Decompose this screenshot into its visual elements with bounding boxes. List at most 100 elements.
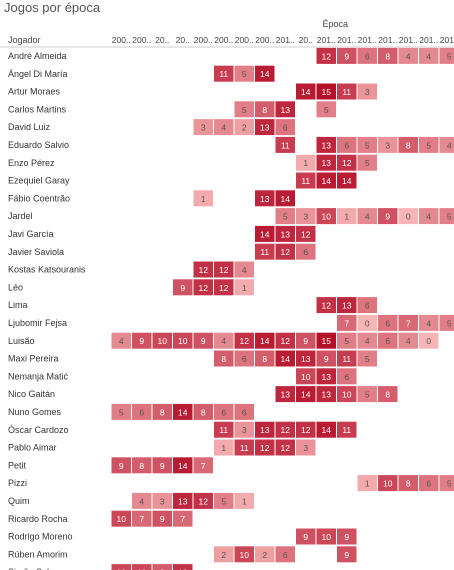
cell-value-label: 12 — [260, 443, 270, 453]
column-label: 20.. — [176, 35, 190, 45]
cell-value-label: 4 — [426, 212, 431, 222]
heatmap-cell — [275, 332, 295, 349]
column-label: 201.. — [337, 35, 356, 45]
cell-value-label: 1 — [242, 496, 247, 506]
column-label: 201.. — [358, 35, 377, 45]
heatmap-cell — [337, 546, 357, 563]
cell-value-label: 6 — [139, 407, 144, 417]
heatmap-cell — [234, 439, 254, 456]
cell-value-label: 1 — [201, 194, 206, 204]
cell-value-label: 11 — [301, 176, 310, 186]
row-label: Fábio Coentrão — [8, 193, 70, 203]
heatmap-cell — [214, 492, 234, 509]
cell-value-label: 13 — [342, 301, 352, 311]
heatmap-cell — [337, 368, 357, 385]
heatmap-cell — [152, 510, 172, 527]
cell-value-label: 10 — [342, 390, 352, 400]
row-label: Pizzi — [8, 478, 27, 488]
heatmap-cell — [357, 350, 377, 367]
row-label: Eduardo Salvio — [8, 140, 69, 150]
cell-value-label: 9 — [344, 51, 349, 61]
heatmap-cell — [234, 332, 254, 349]
cell-value-label: 11 — [342, 87, 351, 97]
row-label: Rúben Amorim — [8, 549, 68, 559]
column-label: 201.. — [399, 35, 418, 45]
column-label: 20.. — [299, 35, 313, 45]
heatmap-cell — [152, 457, 172, 474]
heatmap-cell — [255, 243, 275, 260]
heatmap-cell — [234, 261, 254, 278]
row-label: André Almeida — [8, 51, 67, 61]
heatmap-cell — [419, 332, 439, 349]
cell-value-label: 5 — [365, 390, 370, 400]
cell-value-label: 8 — [221, 354, 226, 364]
heatmap-cell — [214, 119, 234, 136]
heatmap-cell — [316, 528, 336, 545]
heatmap-cell — [398, 475, 418, 492]
cell-value-label: 13 — [260, 194, 270, 204]
row-label: Léo — [8, 282, 23, 292]
column-label: 201.. — [378, 35, 397, 45]
row-label: Ricardo Rocha — [8, 514, 68, 524]
cell-value-label: 13 — [301, 354, 311, 364]
cell-value-label: 0 — [406, 212, 411, 222]
heatmap-cell — [357, 297, 377, 314]
heatmap-cell — [439, 208, 454, 225]
heatmap-cell — [439, 475, 454, 492]
row-label: Kostas Katsouranis — [8, 265, 86, 275]
cell-value-label: 7 — [139, 514, 144, 524]
cell-value-label: 4 — [221, 123, 226, 133]
cell-value-label: 5 — [283, 212, 288, 222]
heatmap-cell — [132, 564, 152, 570]
heatmap-cell — [132, 492, 152, 509]
heatmap-cell — [173, 510, 193, 527]
heatmap-cell — [275, 190, 295, 207]
heatmap-cell — [316, 332, 336, 349]
heatmap-cell — [275, 546, 295, 563]
heatmap-cell — [275, 421, 295, 438]
heatmap-cell — [316, 297, 336, 314]
heatmap-cell — [255, 350, 275, 367]
heatmap-cell — [255, 190, 275, 207]
heatmap-cell — [337, 350, 357, 367]
heatmap-cell — [337, 528, 357, 545]
heatmap-cell — [255, 546, 275, 563]
cell-value-label: 8 — [385, 390, 390, 400]
cell-value-label: 6 — [344, 140, 349, 150]
row-label: Pablo Aimar — [8, 443, 57, 453]
cell-value-label: 2 — [221, 550, 226, 560]
cell-value-label: 13 — [322, 372, 332, 382]
cell-value-label: 2 — [262, 550, 267, 560]
row-label: Artur Moraes — [8, 87, 61, 97]
cell-value-label: 13 — [322, 140, 332, 150]
cell-value-label: 14 — [178, 407, 188, 417]
cell-value-label: 1 — [365, 479, 370, 489]
cell-value-label: 12 — [178, 568, 188, 570]
heatmap-cell — [214, 279, 234, 296]
cell-value-label: 12 — [281, 336, 291, 346]
heatmap-cell — [296, 225, 316, 242]
heatmap-cell — [111, 457, 131, 474]
cell-value-label: 12 — [199, 265, 209, 275]
cell-value-label: 14 — [260, 229, 270, 239]
heatmap-cell — [316, 350, 336, 367]
cell-value-label: 9 — [160, 514, 165, 524]
heatmap-cell — [357, 475, 377, 492]
heatmap-cell — [152, 332, 172, 349]
cell-value-label: 5 — [447, 212, 452, 222]
row-label: Petit — [8, 460, 27, 470]
heatmap-cell — [439, 314, 454, 331]
cell-value-label: 14 — [178, 461, 188, 471]
cell-value-label: 15 — [322, 87, 332, 97]
heatmap-cell — [316, 386, 336, 403]
heatmap-cell — [296, 83, 316, 100]
row-label: Rodrigo Moreno — [8, 532, 73, 542]
cell-value-label: 5 — [242, 105, 247, 115]
heatmap-cell — [152, 564, 172, 570]
heatmap-cell — [234, 546, 254, 563]
cell-value-label: 3 — [201, 123, 206, 133]
heatmap-cell — [337, 297, 357, 314]
heatmap-cell — [193, 190, 213, 207]
heatmap-cell — [296, 439, 316, 456]
cell-value-label: 5 — [324, 105, 329, 115]
